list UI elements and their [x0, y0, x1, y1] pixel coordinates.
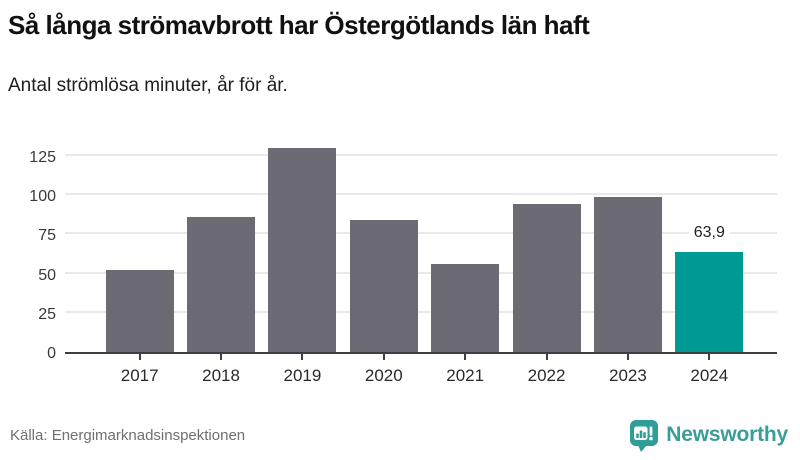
x-tick-2018 [187, 354, 255, 360]
tick-mark [708, 354, 711, 360]
plot-column: 63,9 2017 2018 2019 2020 2021 2022 2023 2024 [65, 142, 777, 386]
x-tick-2022 [513, 354, 581, 360]
bar-slot-2017 [105, 270, 174, 352]
brand-name: Newsworthy [666, 423, 788, 446]
newsworthy-logo-link[interactable]: Newsworthy [629, 419, 788, 452]
x-tick-label-2020: 2020 [364, 366, 403, 385]
y-tick-label-0: 0 [47, 345, 56, 362]
x-tick-2021 [431, 354, 499, 360]
bar-slot-2023 [593, 196, 662, 352]
x-tick-2017 [106, 354, 174, 360]
y-tick-label-100: 100 [29, 188, 56, 205]
y-tick-label-50: 50 [38, 266, 56, 284]
bar-2017 [105, 270, 174, 352]
tick-mark [545, 354, 548, 360]
y-tick-label-125: 125 [29, 148, 56, 166]
grid-line-25 [65, 310, 777, 313]
plot-area: 63,9 [65, 142, 777, 354]
x-tick-label-2017: 2017 [120, 366, 159, 385]
bar-chart: 0 25 50 75 100 125 63,9 2017 2018 2019 2020 2021 2… [0, 142, 800, 386]
infographic: Så långa strömavbrott har Östergötlands … [0, 10, 800, 460]
grid-line-75 [65, 232, 777, 235]
x-tick-2019 [268, 354, 336, 360]
x-axis-ticks [99, 354, 750, 360]
footer: Källa: Energimarknadsinspektionen Newswo… [10, 418, 788, 452]
bar-2024 [675, 251, 744, 352]
tick-mark [464, 354, 467, 360]
grid-line-50 [65, 271, 777, 274]
bar-2020 [349, 220, 418, 352]
chart-subtitle: Antal strömlösa minuter, år för år. [8, 75, 288, 96]
x-tick-label-2019: 2019 [283, 366, 322, 385]
tick-mark [626, 354, 629, 360]
tick-mark [220, 354, 223, 360]
source-note: Källa: Energimarknadsinspektionen [10, 426, 246, 444]
bar-2019 [268, 147, 337, 352]
bar-slot-2021 [431, 264, 500, 352]
x-tick-2023 [594, 354, 662, 360]
x-tick-2020 [350, 354, 418, 360]
x-tick-label-2021: 2021 [446, 366, 485, 385]
bar-slot-2022 [512, 204, 581, 352]
y-tick-label-75: 75 [38, 227, 56, 245]
x-axis-labels: 2017 2018 2019 2020 2021 2022 2023 2024 [99, 360, 750, 386]
x-tick-label-2022: 2022 [527, 366, 566, 385]
grid-line-125 [65, 153, 777, 156]
tick-mark [301, 354, 304, 360]
bar-2022 [512, 204, 581, 352]
x-tick-label-2024: 2024 [690, 366, 729, 385]
bar-2023 [593, 196, 662, 352]
bar-slot-2020 [349, 220, 418, 352]
x-tick-label-2018: 2018 [202, 366, 240, 385]
y-axis-labels: 0 25 50 75 100 125 [0, 142, 56, 362]
grid-line-100 [65, 193, 777, 195]
bar-2021 [431, 264, 500, 352]
tick-mark [382, 354, 385, 360]
value-label-2024: 63,9 [688, 223, 730, 242]
newsworthy-icon [629, 419, 659, 452]
chart-title: Så långa strömavbrott har Östergötlands … [8, 10, 590, 40]
tick-mark [138, 354, 141, 360]
bar-slot-2019 [268, 147, 337, 352]
bar-series: 63,9 [99, 142, 750, 352]
x-tick-2024 [675, 354, 743, 360]
bar-slot-2018 [187, 216, 256, 352]
y-tick-label-25: 25 [38, 305, 56, 323]
bar-2018 [187, 216, 256, 352]
bar-slot-2024: 63,9 [675, 223, 744, 352]
x-tick-label-2023: 2023 [609, 366, 647, 385]
